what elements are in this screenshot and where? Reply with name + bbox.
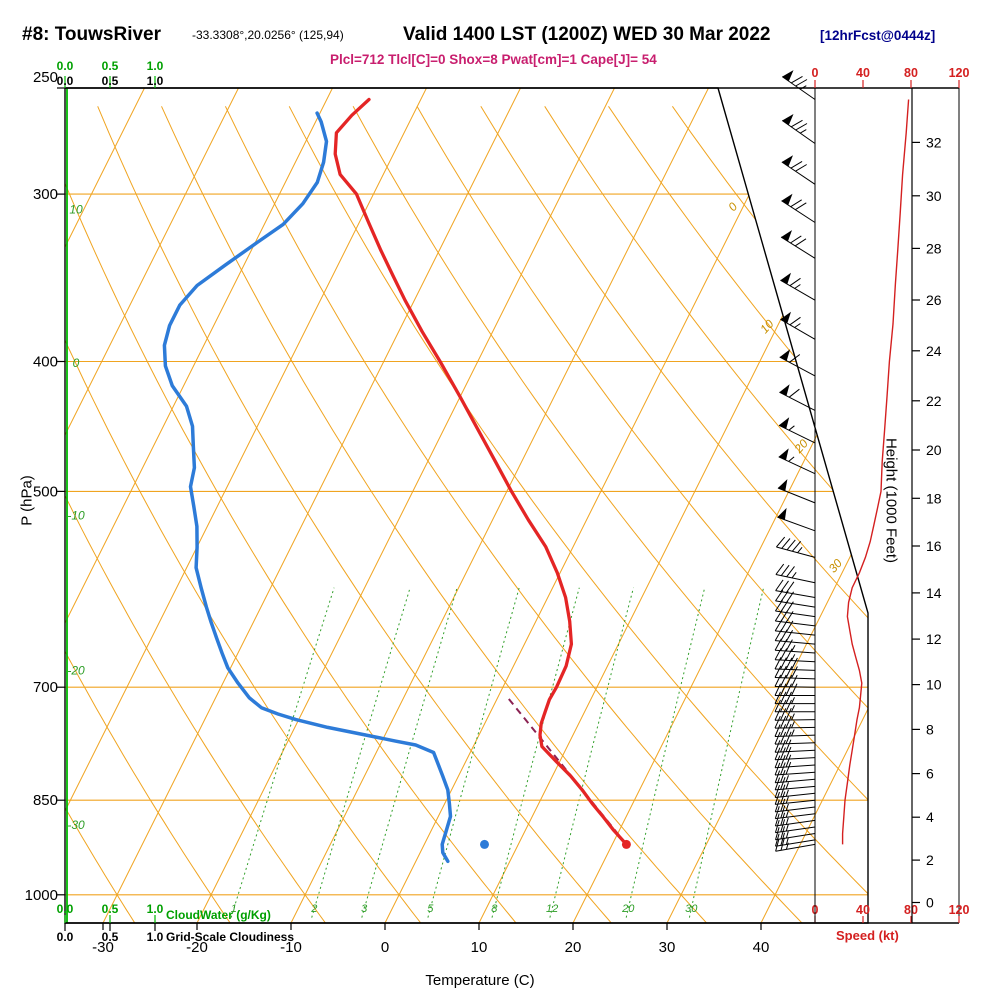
- height-tick-label: 30: [926, 188, 942, 204]
- dewpoint-curve: [162, 111, 453, 864]
- cloudiness-scale-top: 0.5: [102, 74, 119, 88]
- temperature-tick-label: 10: [471, 939, 488, 956]
- cloudwater-legend: CloudWater (g/Kg): [166, 908, 271, 922]
- temperature-tick-label: 30: [659, 939, 676, 956]
- temperature-curve: [333, 97, 629, 847]
- height-tick-label: 8: [926, 721, 934, 737]
- adiabat-label: -30: [67, 818, 85, 832]
- cloudiness-scale-top: 1.0: [147, 74, 164, 88]
- temperature-tick-label: -30: [92, 939, 114, 956]
- height-tick-label: 2: [926, 852, 934, 868]
- speed-tick-label-top: 120: [949, 66, 970, 80]
- speed-tick-label-bottom: 120: [949, 903, 970, 917]
- height-tick-label: 10: [926, 677, 942, 693]
- pressure-tick-label: 300: [33, 186, 58, 203]
- height-tick-label: 6: [926, 766, 934, 782]
- speed-tick-label-bottom: 80: [904, 903, 918, 917]
- mixing-ratio-label: 3: [361, 903, 368, 915]
- pressure-axis-title: P (hPa): [18, 475, 36, 526]
- speed-tick-label-bottom: 40: [856, 903, 870, 917]
- mixing-ratio-label: 12: [546, 903, 558, 915]
- cloudwater-scale-top: 1.0: [147, 59, 164, 73]
- cloudwater-scale-top: 0.5: [102, 59, 119, 73]
- adiabat-label: -20: [67, 663, 85, 677]
- mixing-ratio-label: 2: [310, 903, 317, 915]
- mixing-ratio-label: 30: [685, 903, 698, 915]
- plot-border: [64, 87, 960, 924]
- cloudwater-scale-top: 0.0: [57, 59, 74, 73]
- adiabat-label: -10: [67, 508, 85, 522]
- mixing-ratio-label: 1: [231, 903, 237, 915]
- surface-dewpoint-dot: [480, 839, 489, 849]
- pressure-tick-label: 400: [33, 354, 58, 371]
- surface-temperature-dot: [621, 839, 631, 849]
- cloudiness-scale-bottom: 0.0: [57, 930, 74, 944]
- temperature-tick-label: 0: [381, 939, 389, 956]
- height-tick-label: 32: [926, 134, 942, 150]
- mixing-ratio-label: 20: [621, 903, 635, 915]
- height-tick-label: 12: [926, 631, 942, 647]
- pressure-tick-label: 500: [33, 483, 58, 500]
- mixing-ratio-label: 8: [491, 903, 498, 915]
- height-tick-label: 0: [926, 895, 934, 911]
- forecast-tag: [12hrFcst@0444z]: [820, 28, 936, 43]
- height-tick-label: 22: [926, 393, 942, 409]
- wind-barbs: [774, 70, 816, 923]
- speed-tick-label-top: 80: [904, 66, 918, 80]
- temperature-axis-title: Temperature (C): [425, 972, 535, 989]
- speed-profile-curve: [841, 99, 910, 845]
- cloudiness-legend: Grid-Scale Cloudiness: [166, 930, 295, 944]
- valid-time-title: Valid 1400 LST (1200Z) WED 30 Mar 2022: [403, 24, 771, 45]
- parcel-path: [506, 696, 628, 846]
- speed-axis-title: Speed (kt): [836, 928, 899, 943]
- height-tick-label: 14: [926, 585, 942, 601]
- cloudiness-scale-bottom: 1.0: [147, 930, 164, 944]
- height-tick-label: 16: [926, 538, 942, 554]
- temperature-tick-label: -20: [186, 939, 208, 956]
- height-tick-label: 26: [926, 292, 942, 308]
- pressure-tick-label: 250: [33, 69, 58, 86]
- cloudiness-scale-top: 0.0: [57, 74, 74, 88]
- temperature-tick-label: -10: [280, 939, 302, 956]
- height-tick-label: 4: [926, 809, 934, 825]
- grid-lines: [65, 88, 868, 923]
- cloudwater-scale-bottom: 1.0: [147, 902, 164, 916]
- pressure-tick-label: 700: [33, 679, 58, 696]
- speed-tick-label-top: 0: [812, 66, 819, 80]
- height-tick-label: 18: [926, 490, 942, 506]
- sounding-parameters: Plcl=712 Tlcl[C]=0 Shox=8 Pwat[cm]=1 Cap…: [330, 52, 657, 67]
- cloudwater-scale-bottom: 0.0: [57, 902, 74, 916]
- adiabat-label: 10: [69, 202, 83, 216]
- height-tick-label: 20: [926, 442, 942, 458]
- cloudwater-scale-bottom: 0.5: [102, 902, 119, 916]
- height-tick-label: 28: [926, 240, 942, 256]
- pressure-tick-label: 1000: [25, 887, 58, 904]
- adiabat-label: 0: [73, 356, 80, 370]
- isotherm-label: 0: [725, 199, 740, 214]
- temperature-tick-label: 20: [565, 939, 582, 956]
- height-axis-title: Height (1000 Feet): [882, 437, 900, 564]
- station-coordinates: -33.3308°,20.0256° (125,94): [192, 28, 344, 42]
- temperature-tick-label: 40: [753, 939, 770, 956]
- height-tick-label: 24: [926, 343, 942, 359]
- speed-tick-label-top: 40: [856, 66, 870, 80]
- mixing-ratio-label: 5: [427, 903, 434, 915]
- cloudiness-scale-bottom: 0.5: [102, 930, 119, 944]
- surface-dots: [480, 839, 631, 849]
- pressure-tick-label: 850: [33, 792, 58, 809]
- station-title: #8: TouwsRiver: [22, 24, 162, 45]
